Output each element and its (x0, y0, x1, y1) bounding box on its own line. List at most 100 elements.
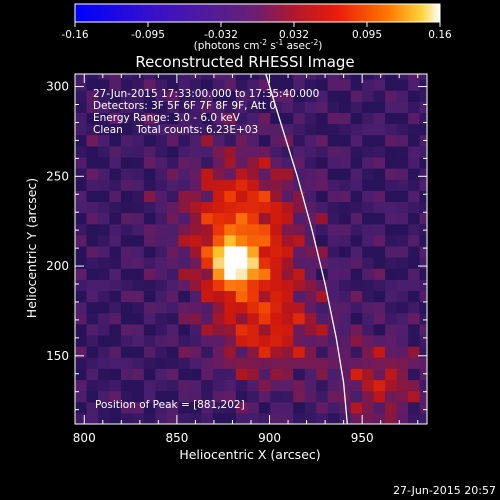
heatmap-cell (258, 245, 271, 258)
heatmap-cell (109, 301, 122, 314)
heatmap-cell (247, 379, 260, 392)
x-axis-title: Heliocentric X (arcsec) (179, 447, 320, 462)
heatmap-cell (247, 101, 260, 113)
heatmap-cell (258, 145, 271, 158)
heatmap-cell (408, 335, 421, 347)
heatmap-cell (350, 357, 363, 369)
heatmap-cell (293, 112, 306, 125)
heatmap-cell (155, 112, 168, 125)
heatmap-cell (281, 335, 294, 347)
heatmap-cell (98, 323, 111, 336)
heatmap-cell (132, 212, 145, 225)
heatmap-cell (373, 346, 386, 358)
heatmap-cell (201, 145, 214, 158)
heatmap-cell (109, 79, 122, 91)
heatmap-cell (155, 245, 168, 258)
heatmap-cell (235, 312, 248, 325)
heatmap-cell (385, 390, 398, 403)
heatmap-cell (212, 368, 225, 381)
heatmap-cell (109, 401, 122, 414)
heatmap-cell (419, 112, 427, 125)
heatmap-cell (178, 101, 191, 113)
heatmap-cell (201, 346, 214, 358)
heatmap-cell (143, 312, 156, 325)
heatmap-cell (201, 379, 214, 392)
heatmap-cell (189, 268, 202, 280)
heatmap-cell (98, 79, 111, 91)
heatmap-cell (293, 145, 306, 158)
heatmap-cell (120, 90, 133, 102)
heatmap-cell (235, 90, 248, 102)
heatmap-cell (362, 223, 375, 236)
heatmap-cell (86, 412, 99, 424)
heatmap-cell (385, 301, 398, 314)
heatmap-cell (247, 190, 260, 202)
heatmap-cell (339, 234, 352, 247)
heatmap-cell (178, 323, 191, 336)
heatmap-cell (281, 234, 294, 247)
heatmap-cell (396, 312, 409, 325)
heatmap-cell (350, 257, 363, 269)
heatmap-cell (86, 212, 99, 225)
heatmap-cell (316, 145, 329, 158)
heatmap-cell (316, 379, 329, 392)
heatmap-cell (155, 156, 168, 169)
heatmap-cell (281, 101, 294, 113)
heatmap-cell (304, 357, 317, 369)
heatmap-cell (419, 268, 427, 280)
heatmap-cell (281, 123, 294, 136)
heatmap-cell (86, 379, 99, 392)
heatmap-cell (350, 368, 363, 381)
heatmap-cell (304, 179, 317, 191)
heatmap-cell (281, 245, 294, 258)
heatmap-cell (419, 335, 427, 347)
heatmap-cell (120, 412, 133, 424)
heatmap-cell (339, 79, 352, 91)
heatmap-cell (155, 301, 168, 314)
heatmap-cell (362, 290, 375, 303)
heatmap-cell (373, 357, 386, 369)
heatmap-cell (270, 368, 283, 381)
heatmap-cell (143, 201, 156, 214)
heatmap-cell (281, 290, 294, 303)
heatmap-cell (339, 156, 352, 169)
heatmap-cell (86, 223, 99, 236)
heatmap-cell (98, 279, 111, 291)
heatmap-cell (178, 123, 191, 136)
heatmap-cell (143, 145, 156, 158)
heatmap-cell (224, 134, 237, 147)
annotation-time-range: 27-Jun-2015 17:33:00.000 to 17:35:40.000 (93, 88, 319, 100)
heatmap-cell (270, 279, 283, 291)
heatmap-cell (166, 190, 179, 202)
heatmap-cell (373, 257, 386, 269)
heatmap-cell (339, 190, 352, 202)
heatmap-cell (373, 379, 386, 392)
heatmap-cell (178, 245, 191, 258)
heatmap-cell (270, 323, 283, 336)
heatmap-cell (120, 179, 133, 191)
heatmap-cell (86, 123, 99, 136)
heatmap-cell (339, 257, 352, 269)
heatmap-cell (270, 112, 283, 125)
heatmap-cell (224, 301, 237, 314)
heatmap-cell (408, 346, 421, 358)
heatmap-cell (350, 156, 363, 169)
heatmap-cell (419, 234, 427, 247)
heatmap-cell (339, 134, 352, 147)
heatmap-cell (408, 379, 421, 392)
heatmap-cell (373, 90, 386, 102)
heatmap-cell (189, 257, 202, 269)
heatmap-cell (419, 290, 427, 303)
heatmap-cell (235, 379, 248, 392)
heatmap-cell (98, 156, 111, 169)
heatmap-cell (235, 234, 248, 247)
heatmap-cell (362, 79, 375, 91)
heatmap-cell (98, 379, 111, 392)
heatmap-cell (143, 357, 156, 369)
heatmap-cell (408, 301, 421, 314)
heatmap-cell (350, 245, 363, 258)
heatmap-cell (304, 323, 317, 336)
heatmap-cell (132, 79, 145, 91)
heatmap-cell (143, 79, 156, 91)
heatmap-cell (132, 312, 145, 325)
